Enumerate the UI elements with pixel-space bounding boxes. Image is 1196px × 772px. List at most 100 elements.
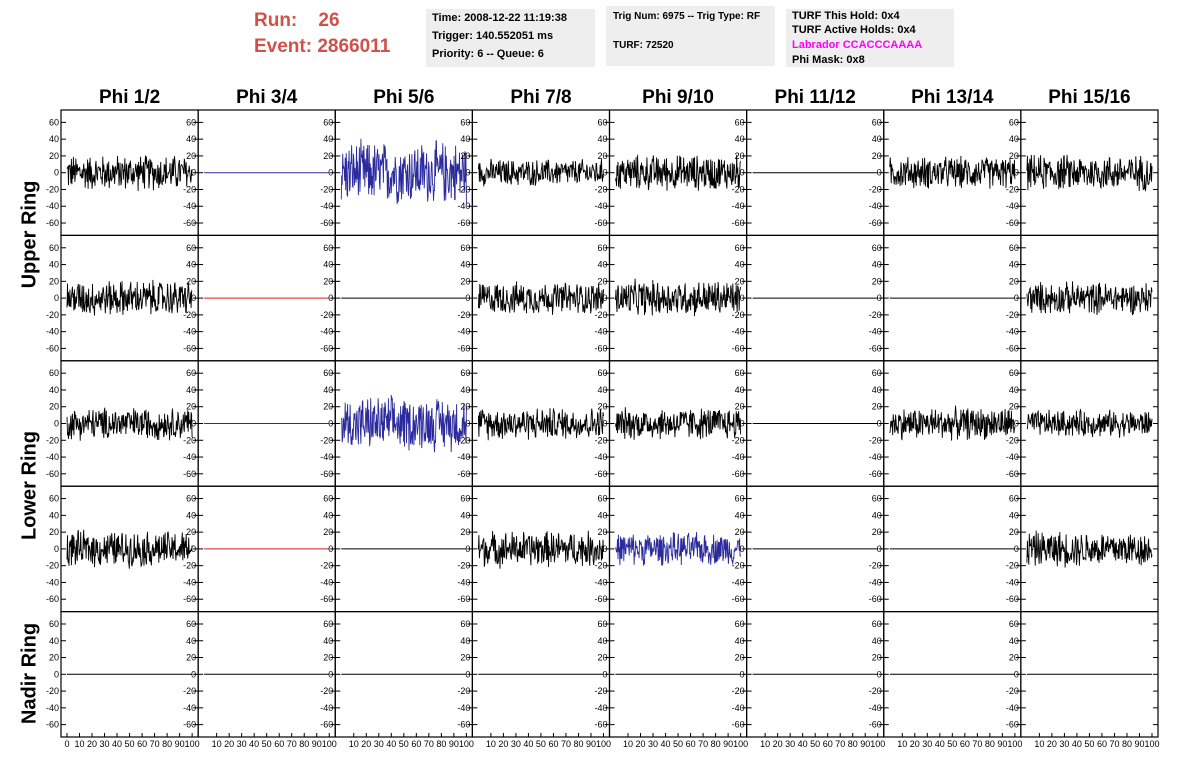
y-tick-label: 0: [877, 168, 882, 178]
y-tick-label: 20: [49, 402, 59, 412]
y-tick-label: 60: [460, 117, 470, 127]
y-tick-label: 60: [49, 619, 59, 629]
y-tick-label: 60: [597, 494, 607, 504]
y-tick-label: 0: [54, 544, 59, 554]
y-tick-label: -60: [457, 218, 470, 228]
y-tick-label: -40: [1006, 703, 1019, 713]
priority-text: Priority: 6 -- Queue: 6: [432, 48, 544, 60]
y-tick-label: 40: [186, 134, 196, 144]
waveform-trace: [477, 158, 604, 187]
y-tick-label: 20: [460, 527, 470, 537]
x-tick-label: 80: [985, 739, 995, 749]
y-tick-label: 40: [186, 636, 196, 646]
y-tick-label: 40: [323, 260, 333, 270]
y-tick-label: 40: [597, 636, 607, 646]
x-tick-label: 30: [511, 739, 521, 749]
waveform-trace: [1026, 408, 1153, 438]
x-tick-label: 60: [274, 739, 284, 749]
waveform-trace: [477, 281, 604, 315]
y-tick-label: 60: [735, 368, 745, 378]
y-tick-label: -20: [183, 561, 196, 571]
y-tick-label: 40: [597, 385, 607, 395]
y-tick-label: -60: [1006, 218, 1019, 228]
y-tick-label: 60: [323, 117, 333, 127]
y-tick-label: 0: [877, 419, 882, 429]
y-tick-label: 40: [186, 260, 196, 270]
y-tick-label: 0: [602, 544, 607, 554]
y-tick-label: -60: [46, 343, 59, 353]
y-tick-label: 20: [872, 276, 882, 286]
y-tick-label: -60: [1006, 343, 1019, 353]
waveform-trace: [615, 532, 742, 566]
y-tick-label: 20: [1009, 527, 1019, 537]
y-tick-label: -60: [457, 469, 470, 479]
y-tick-label: 40: [735, 385, 745, 395]
x-tick-label: 90: [860, 739, 870, 749]
y-tick-label: -60: [320, 343, 333, 353]
y-tick-label: -20: [732, 435, 745, 445]
x-tick-label: 60: [411, 739, 421, 749]
y-tick-label: -20: [1006, 686, 1019, 696]
trig-num-text: Trig Num: 6975 -- Trig Type: RF: [613, 11, 761, 22]
y-tick-label: 0: [465, 168, 470, 178]
y-tick-label: -20: [594, 686, 607, 696]
x-tick-label: 100: [870, 739, 885, 749]
y-tick-label: -60: [457, 343, 470, 353]
y-tick-label: -40: [594, 703, 607, 713]
y-tick-label: -20: [1006, 561, 1019, 571]
y-tick-label: 40: [460, 134, 470, 144]
x-tick-label: 10: [623, 739, 633, 749]
x-tick-label: 90: [175, 739, 185, 749]
waveform-trace: [1026, 530, 1153, 568]
y-tick-label: 20: [735, 653, 745, 663]
y-tick-label: 60: [872, 117, 882, 127]
y-tick-label: 60: [872, 619, 882, 629]
y-tick-label: 40: [323, 510, 333, 520]
y-tick-label: -60: [732, 343, 745, 353]
trigger-text: Trigger: 140.552051 ms: [432, 30, 554, 42]
y-tick-label: -40: [457, 201, 470, 211]
x-tick-label: 70: [835, 739, 845, 749]
y-tick-label: -60: [320, 720, 333, 730]
y-tick-label: 0: [1014, 419, 1019, 429]
y-tick-label: -60: [869, 594, 882, 604]
y-tick-label: 60: [460, 368, 470, 378]
y-tick-label: -40: [594, 327, 607, 337]
y-tick-label: -40: [183, 201, 196, 211]
y-tick-label: -60: [46, 594, 59, 604]
x-tick-label: 80: [299, 739, 309, 749]
y-tick-label: 20: [323, 276, 333, 286]
y-tick-label: 60: [597, 117, 607, 127]
labrador-text: Labrador CCACCCAAAA: [792, 39, 923, 51]
waveform-trace: [889, 405, 1016, 441]
y-tick-label: -60: [732, 594, 745, 604]
y-tick-label: 60: [735, 619, 745, 629]
y-tick-label: -20: [869, 184, 882, 194]
y-tick-label: 0: [465, 669, 470, 679]
x-tick-label: 100: [1007, 739, 1022, 749]
turf-hold-text: TURF This Hold: 0x4: [792, 10, 900, 22]
y-tick-label: -20: [183, 184, 196, 194]
y-tick-label: 40: [1009, 134, 1019, 144]
y-tick-label: -60: [183, 720, 196, 730]
y-tick-label: -40: [869, 577, 882, 587]
trigger-info-box: Trig Num: 6975 -- Trig Type: RF TURF: 72…: [606, 6, 775, 66]
y-tick-label: -20: [594, 310, 607, 320]
y-tick-label: 60: [323, 619, 333, 629]
y-tick-label: 20: [460, 151, 470, 161]
x-tick-label: 10: [897, 739, 907, 749]
x-tick-label: 40: [386, 739, 396, 749]
y-tick-label: 60: [735, 117, 745, 127]
waveform-trace: [889, 155, 1016, 189]
x-tick-label: 70: [561, 739, 571, 749]
y-tick-label: 40: [49, 510, 59, 520]
y-tick-label: -40: [46, 703, 59, 713]
y-tick-label: 20: [597, 276, 607, 286]
y-tick-label: 40: [872, 385, 882, 395]
y-tick-label: 20: [872, 151, 882, 161]
y-tick-label: 0: [740, 669, 745, 679]
y-tick-label: -60: [732, 720, 745, 730]
x-tick-label: 20: [1047, 739, 1057, 749]
y-tick-label: 60: [186, 243, 196, 253]
y-tick-label: 20: [460, 653, 470, 663]
